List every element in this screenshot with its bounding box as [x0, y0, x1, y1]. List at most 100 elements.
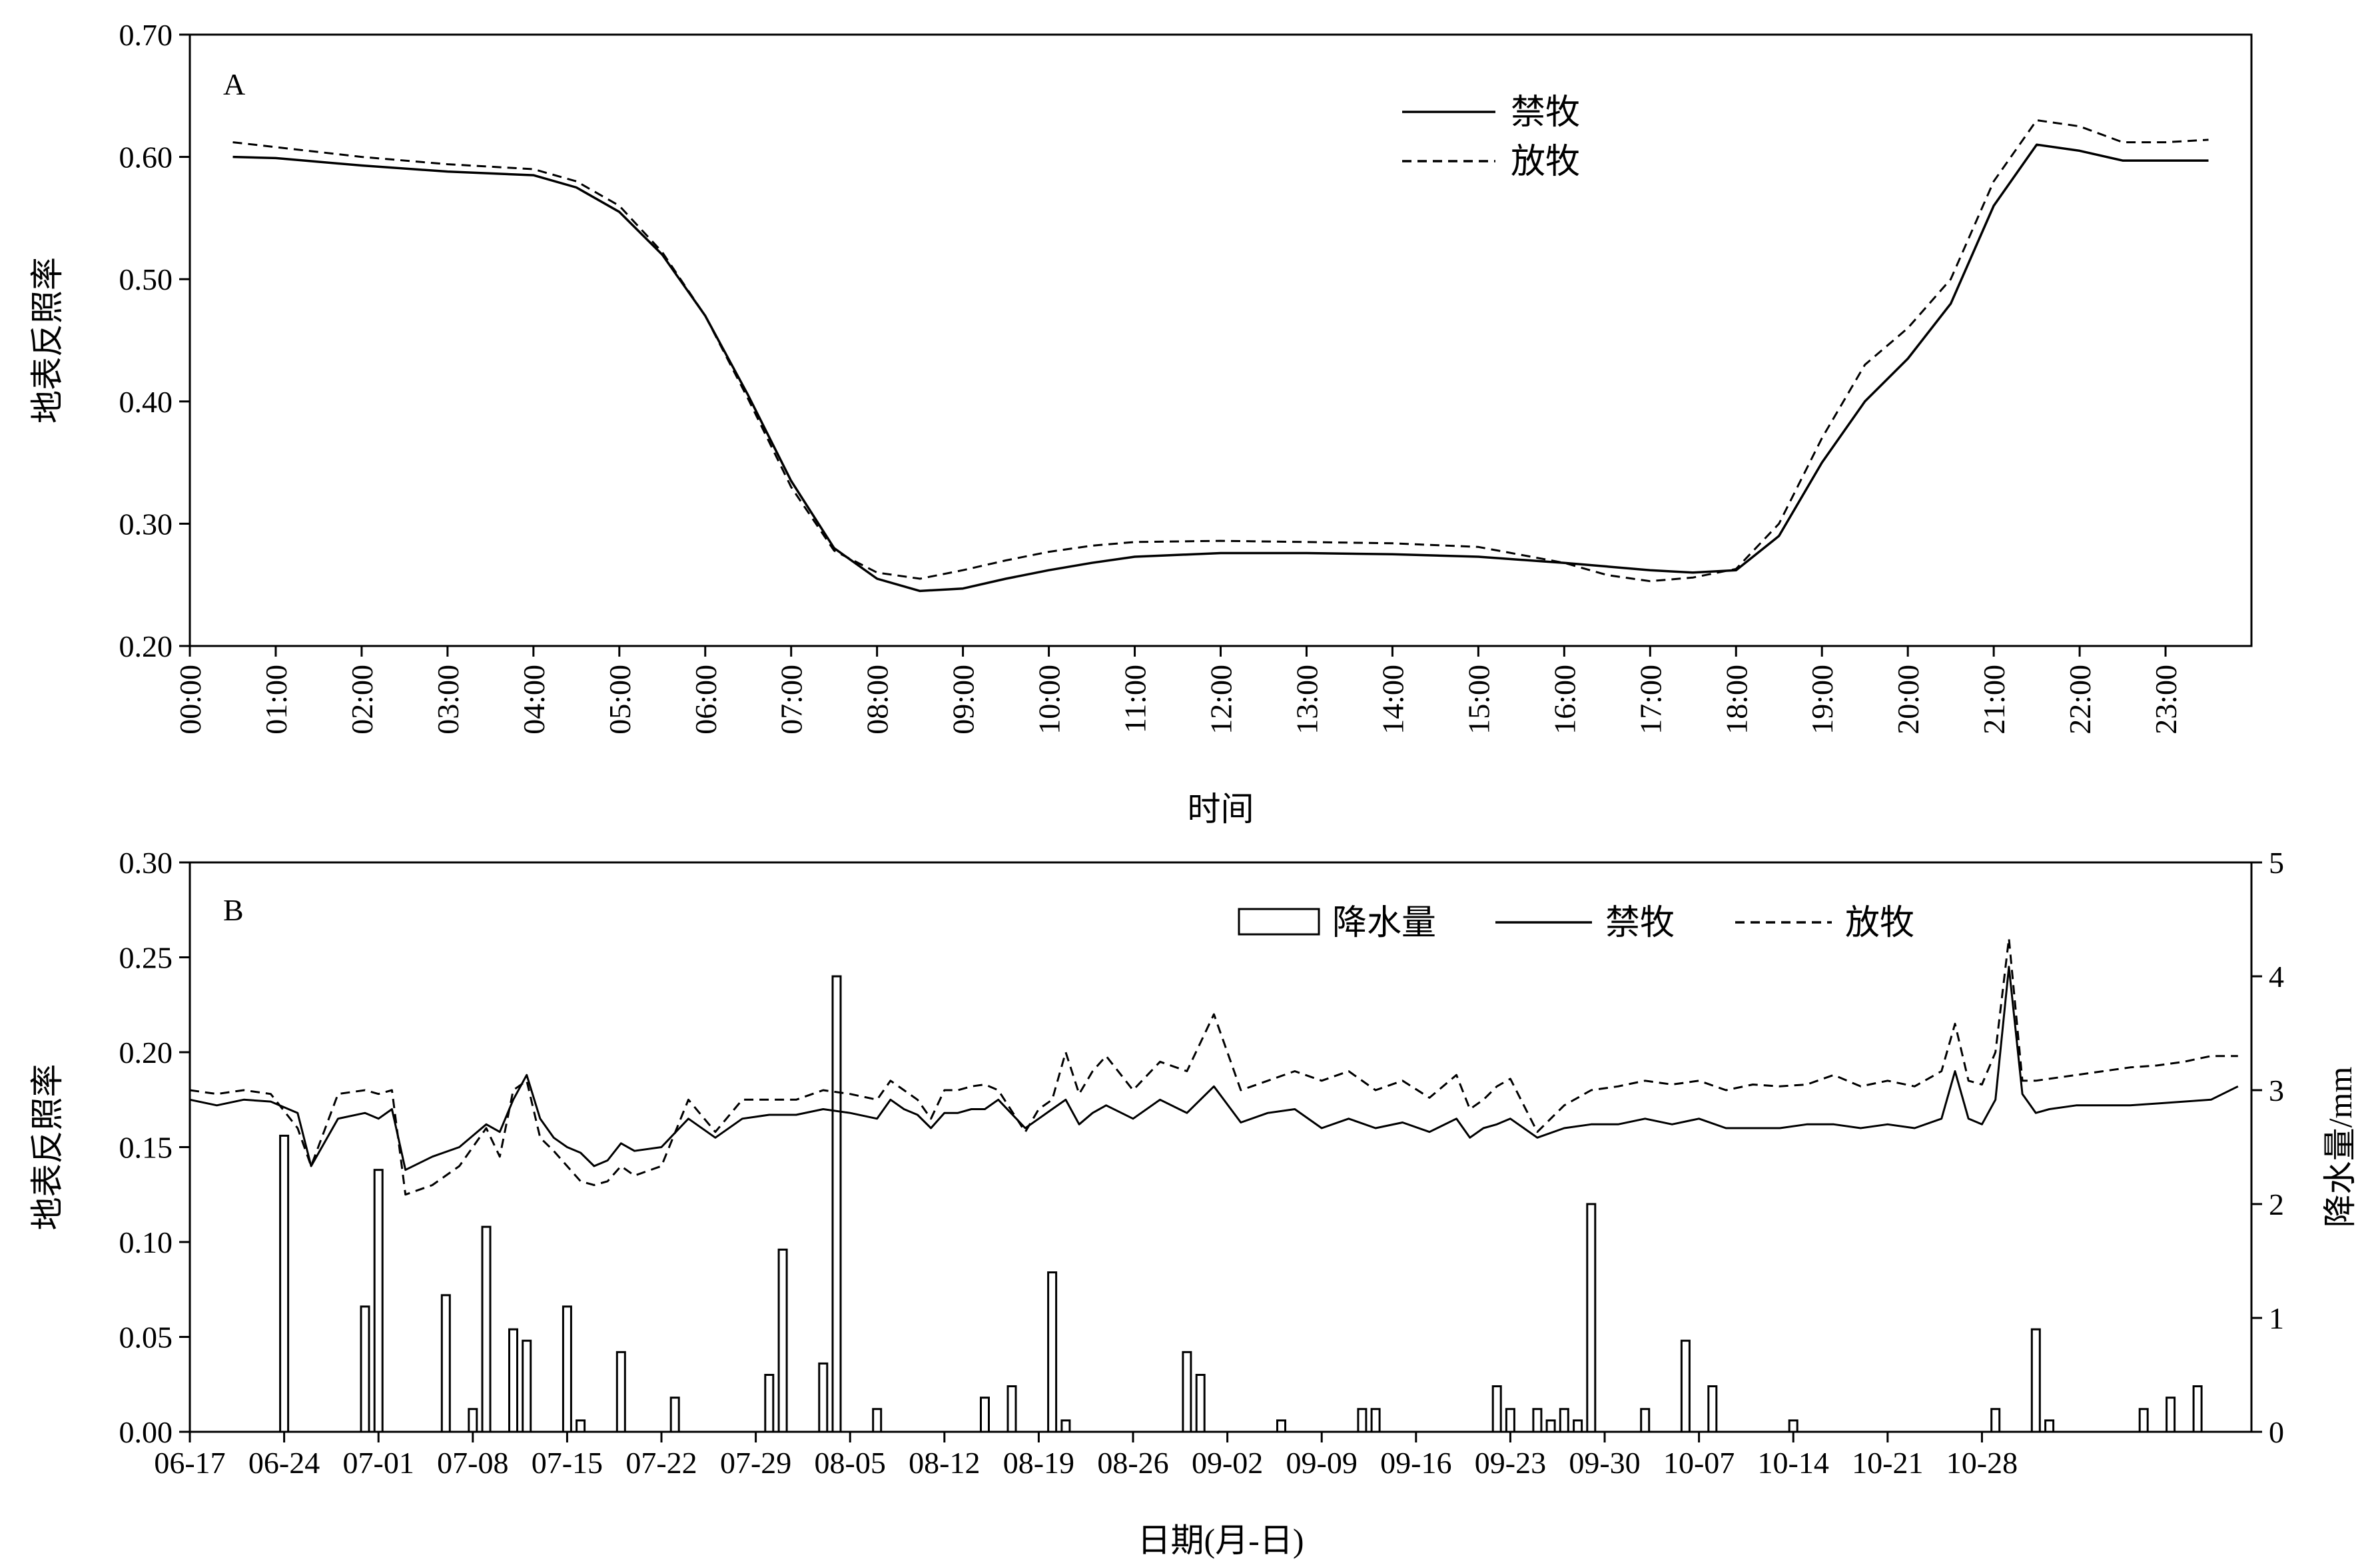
series-line-b-grazing — [189, 937, 2238, 1196]
x-tick-label-b: 08-19 — [1003, 1446, 1074, 1480]
x-tick-label-a: 10:00 — [1032, 665, 1066, 735]
precip-bar — [1990, 1408, 2001, 1433]
y-right-tick-label-b: 3 — [2269, 1074, 2284, 1107]
x-axis-title-a: 时间 — [1188, 790, 1254, 828]
y-tick-label-a: 0.20 — [119, 629, 173, 663]
precip-bar — [872, 1408, 883, 1433]
x-tick-label-a: 00:00 — [173, 665, 207, 735]
precip-bar — [481, 1225, 492, 1433]
y-tick-label-b: 0.05 — [119, 1321, 173, 1355]
y-tick-label-a: 0.40 — [119, 385, 173, 419]
x-tick-label-b: 09-16 — [1380, 1446, 1451, 1480]
y-tick-label-b: 0.00 — [119, 1415, 173, 1449]
x-tick-label-b: 08-05 — [815, 1446, 886, 1480]
precip-bar — [576, 1419, 586, 1433]
x-tick-label-b: 07-08 — [437, 1446, 508, 1480]
precip-bar — [1182, 1351, 1192, 1433]
y-tick-label-b: 0.20 — [119, 1036, 173, 1070]
y-axis-title-b: 地表反照率 — [29, 1064, 66, 1231]
x-tick-label-b: 10-14 — [1758, 1446, 1829, 1480]
precip-bar — [1573, 1419, 1583, 1433]
precip-bar — [831, 975, 842, 1433]
precip-bar — [1276, 1419, 1286, 1433]
x-tick-label-b: 07-22 — [625, 1446, 697, 1480]
x-tick-label-a: 18:00 — [1719, 665, 1753, 735]
precip-bar — [669, 1397, 680, 1433]
x-tick-label-a: 22:00 — [2063, 665, 2097, 735]
x-tick-label-a: 01:00 — [259, 665, 293, 735]
precip-bar — [1788, 1419, 1798, 1433]
x-tick-label-a: 16:00 — [1547, 665, 1581, 735]
y-tick-label-b: 0.10 — [119, 1225, 173, 1259]
panel-b-bar-line-chart: 0.00 0.05 0.10 0.15 0.20 0.25 0.30 0 1 2 3 4 5 06-17 0… — [29, 846, 2359, 1559]
x-tick-label-a: 14:00 — [1376, 665, 1409, 735]
precip-bar — [1060, 1419, 1071, 1433]
precip-bar — [522, 1339, 532, 1433]
x-tick-label-b: 08-12 — [909, 1446, 980, 1480]
precip-bar — [508, 1328, 518, 1433]
precip-bar — [1491, 1385, 1502, 1433]
precip-bar — [468, 1408, 478, 1433]
y-axis-title-a: 地表反照率 — [29, 257, 66, 424]
y-tick-label-b: 0.30 — [119, 846, 173, 880]
precip-bar — [1505, 1408, 1515, 1433]
precip-bar — [2044, 1419, 2055, 1433]
legend-swatch-precip — [1238, 908, 1320, 936]
x-tick-label-a: 17:00 — [1633, 665, 1667, 735]
y-tick-label-a: 0.50 — [119, 262, 173, 296]
x-tick-label-a: 07:00 — [775, 665, 809, 735]
precip-bar — [2030, 1328, 2041, 1433]
series-line-a-grazing — [232, 119, 2209, 583]
precip-bar — [2138, 1408, 2149, 1433]
y-tick-label-b: 0.15 — [119, 1131, 173, 1165]
x-axis-title-b: 日期(月-日) — [1138, 1522, 1304, 1559]
x-tick-label-a: 13:00 — [1290, 665, 1324, 735]
legend-label-grazing: 放牧 — [1845, 904, 1914, 942]
precip-bar — [1559, 1408, 1569, 1433]
x-tick-label-a: 03:00 — [431, 665, 465, 735]
x-tick-label-a: 15:00 — [1461, 665, 1495, 735]
x-tick-label-a: 05:00 — [603, 665, 637, 735]
series-line-b-enclosure — [189, 966, 2239, 1171]
precip-bar — [2192, 1385, 2203, 1433]
precip-bar — [440, 1294, 451, 1433]
x-tick-label-b: 08-26 — [1097, 1446, 1168, 1480]
x-tick-label-a: 11:00 — [1118, 665, 1152, 733]
legend-label-a: 禁牧 — [1511, 94, 1580, 132]
precip-bar — [1006, 1385, 1017, 1433]
precip-bar — [1047, 1271, 1058, 1433]
x-tick-label-a: 21:00 — [1977, 665, 2011, 735]
x-tick-label-a: 06:00 — [689, 665, 723, 735]
precip-bar — [1532, 1408, 1543, 1433]
x-tick-label-b: 09-23 — [1475, 1446, 1546, 1480]
y-right-tick-label-b: 2 — [2269, 1187, 2284, 1221]
precip-bar — [373, 1169, 384, 1433]
x-tick-label-b: 09-09 — [1286, 1446, 1358, 1480]
precip-bar — [1640, 1408, 1651, 1433]
x-tick-label-a: 23:00 — [2149, 665, 2183, 735]
x-tick-label-a: 02:00 — [345, 665, 379, 735]
series-line-a-enclosure — [232, 143, 2209, 593]
y-tick-label-a: 0.30 — [119, 507, 173, 541]
precip-bar — [1195, 1374, 1206, 1433]
plot-frame-a — [189, 33, 2253, 647]
x-tick-label-b: 10-07 — [1663, 1446, 1735, 1480]
precip-bar — [279, 1134, 290, 1433]
y-tick-label-b: 0.25 — [119, 941, 173, 975]
x-tick-label-b: 06-17 — [154, 1446, 225, 1480]
precip-bar — [1707, 1385, 1718, 1433]
panel-label-b: B — [223, 893, 244, 927]
x-tick-label-b: 09-30 — [1569, 1446, 1640, 1480]
x-tick-label-b: 06-24 — [248, 1446, 320, 1480]
panel-label-a: A — [223, 67, 245, 101]
panel-a-line-chart: 0.20 0.30 0.40 0.50 0.60 0.70 00:00 01:00 02:00 0… — [29, 18, 2253, 828]
x-tick-label-a: 19:00 — [1805, 665, 1839, 735]
precip-bar — [360, 1305, 370, 1433]
precip-bar — [818, 1362, 829, 1433]
legend-label-enclosure: 禁牧 — [1605, 904, 1675, 942]
precip-bar — [1586, 1203, 1597, 1433]
precip-bar — [1545, 1419, 1556, 1433]
precip-bar — [562, 1305, 572, 1433]
x-tick-label-b: 07-15 — [532, 1446, 603, 1480]
